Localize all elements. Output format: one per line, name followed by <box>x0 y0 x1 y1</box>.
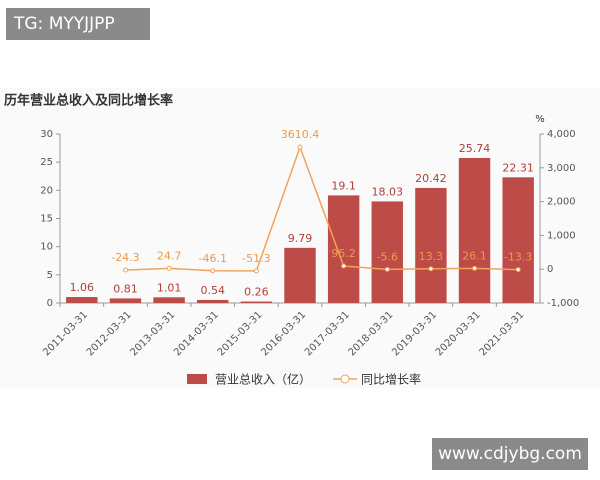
y-tick-label: 25 <box>40 157 53 168</box>
bar-value-label: 0.26 <box>244 286 269 299</box>
bar <box>109 298 142 303</box>
y2-unit: % <box>535 114 545 125</box>
watermark-box <box>6 8 150 40</box>
y-tick-label: 10 <box>40 242 53 253</box>
bar <box>197 299 229 303</box>
chart-title: 历年营业总收入及同比增长率 <box>4 93 173 109</box>
line-point <box>384 266 390 272</box>
bar <box>371 201 403 303</box>
line-point <box>166 265 172 271</box>
y2-tick-label: 4,000 <box>547 129 576 140</box>
bar <box>415 187 447 303</box>
watermark: TG: MYYJJPP <box>13 14 115 34</box>
line-value-label: -24.3 <box>111 251 139 264</box>
line-point <box>297 144 303 150</box>
bar <box>284 247 316 303</box>
y-tick-label: 20 <box>40 185 53 196</box>
line <box>125 144 519 272</box>
bar-value-label: 19.1 <box>331 179 356 192</box>
bar <box>458 157 491 303</box>
bar <box>327 195 360 303</box>
y2-tick-label: -1,000 <box>547 298 579 309</box>
y-tick-label: 0 <box>47 298 53 309</box>
line-point <box>428 266 434 272</box>
y2-tick-label: 2,000 <box>547 197 576 208</box>
y-tick-label: 5 <box>47 270 53 281</box>
chart-panel <box>0 88 600 388</box>
y-tick-label: 30 <box>40 129 53 140</box>
line-value-label: 3610.4 <box>281 128 320 141</box>
line-value-label: -13.3 <box>504 251 532 264</box>
bar <box>66 297 98 303</box>
bar <box>502 177 534 303</box>
line-value-label: 24.7 <box>157 249 182 262</box>
line-value-label: 13.3 <box>419 250 444 263</box>
y2-tick-label: 0 <box>547 264 553 275</box>
y2-tick-label: 1,000 <box>547 230 576 241</box>
legend-swatch <box>187 374 207 384</box>
line-point <box>210 268 216 274</box>
line-point <box>253 268 259 274</box>
line-point <box>122 267 128 273</box>
y2-tick-label: 3,000 <box>547 163 576 174</box>
bar-value-label: 9.79 <box>288 232 313 245</box>
legend-swatch <box>340 374 350 384</box>
line-value-label: -5.6 <box>377 250 398 263</box>
legend-label: 营业总收入（亿） <box>215 372 311 387</box>
line-value-label: 95.2 <box>331 247 356 260</box>
line-value-label: -46.1 <box>198 252 226 265</box>
bar-value-label: 1.01 <box>157 281 182 294</box>
bar-value-label: 1.06 <box>70 281 95 294</box>
bar-value-label: 22.31 <box>502 161 534 174</box>
bar <box>240 301 273 303</box>
line-point <box>472 265 478 271</box>
bar-value-label: 20.42 <box>415 172 447 185</box>
bar <box>153 297 185 303</box>
bar-value-label: 18.03 <box>372 185 404 198</box>
y-tick-label: 15 <box>40 214 53 225</box>
line-value-label: 26.1 <box>462 249 487 262</box>
line-value-label: -51.3 <box>242 252 270 265</box>
bar-value-label: 0.54 <box>200 284 225 297</box>
line-point <box>341 263 347 269</box>
legend-label: 同比增长率 <box>361 372 421 387</box>
watermark-box <box>432 438 588 470</box>
bar-value-label: 25.74 <box>459 142 491 155</box>
bar-value-label: 0.81 <box>113 282 138 295</box>
line-point <box>515 267 521 273</box>
watermark: www.cdjybg.com <box>438 444 582 464</box>
